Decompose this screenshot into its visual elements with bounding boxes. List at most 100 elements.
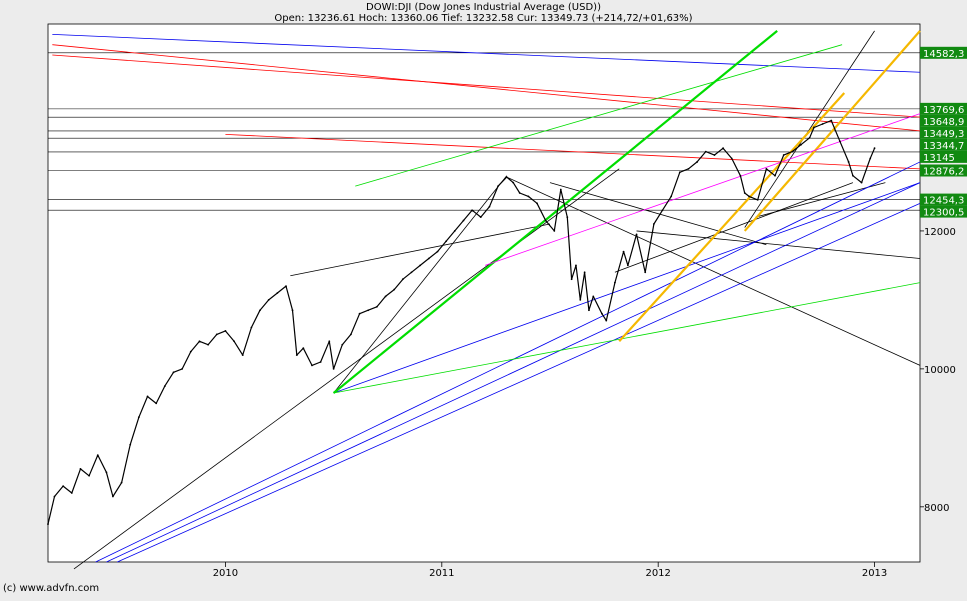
- price-point: [678, 171, 681, 174]
- price-point: [497, 185, 499, 187]
- trend-lines: [52, 30, 921, 570]
- price-point: [713, 154, 716, 156]
- price-point: [575, 264, 577, 267]
- x-tick-label: 2012: [645, 568, 670, 579]
- price-point: [427, 257, 430, 260]
- price-badge: 13145: [920, 150, 967, 164]
- trend-line: [549, 182, 767, 246]
- price-point: [319, 361, 322, 363]
- price-badges: 14582,3 13769,613648,913449,313344,713145…: [920, 46, 967, 219]
- price-badge: 13344,7: [920, 138, 967, 152]
- price-point: [295, 354, 298, 356]
- price-point: [813, 126, 815, 129]
- price-point: [748, 195, 750, 198]
- price-point: [311, 364, 313, 367]
- price-point: [743, 192, 746, 194]
- x-tick-label: 2013: [862, 568, 887, 579]
- price-point: [661, 209, 664, 212]
- price-badge: 12300,5: [920, 205, 967, 219]
- price-point: [518, 192, 521, 194]
- trend-line: [755, 182, 886, 218]
- price-point: [241, 354, 244, 356]
- price-badge: 14582,3: [920, 46, 967, 60]
- price-badge-bg: [920, 150, 967, 163]
- price-point: [505, 176, 508, 179]
- price-point: [830, 119, 833, 122]
- price-point: [88, 474, 91, 477]
- price-point: [730, 157, 733, 160]
- price-point: [626, 264, 629, 267]
- price-badge-label: 12454,3: [923, 196, 964, 207]
- trend-line: [636, 230, 921, 259]
- price-point: [155, 402, 158, 405]
- price-point: [652, 223, 655, 225]
- price-point: [512, 181, 515, 184]
- price-badge-label: 13344,7: [923, 141, 964, 152]
- trend-line: [744, 30, 875, 228]
- price-point: [453, 230, 456, 232]
- price-badge-label: 14582,3: [923, 49, 964, 60]
- price-point: [570, 278, 573, 281]
- price-point: [791, 150, 794, 153]
- trend-line: [117, 202, 921, 563]
- price-point: [622, 250, 625, 253]
- price-point: [302, 347, 305, 350]
- axis-ticks: 2010 2011 2012 2013 8000 10000 12000: [213, 227, 956, 579]
- price-point: [436, 250, 439, 253]
- trend-line: [52, 44, 921, 132]
- trend-line: [333, 282, 921, 394]
- price-point: [800, 143, 802, 146]
- price-badge-label: 13449,3: [923, 129, 964, 140]
- price-series: [47, 119, 876, 525]
- price-point: [146, 395, 149, 398]
- price-point: [358, 312, 361, 315]
- quote-line: Open: 13236.61 Hoch: 13360.06 Tief: 1323…: [274, 13, 693, 24]
- price-point: [259, 309, 261, 312]
- price-point: [687, 167, 690, 170]
- price-point: [536, 202, 538, 205]
- price-badge-label: 13145: [923, 153, 955, 164]
- price-point: [739, 174, 742, 177]
- trend-line: [506, 176, 921, 366]
- price-point: [583, 271, 586, 274]
- level-lines: [48, 52, 920, 211]
- plot-area: [47, 23, 921, 563]
- price-point: [821, 123, 824, 125]
- price-point: [670, 195, 673, 198]
- trend-line: [618, 92, 846, 343]
- price-point: [774, 174, 776, 177]
- price-badge-label: 12300,5: [923, 208, 964, 219]
- trend-line: [484, 113, 921, 266]
- price-point: [79, 467, 82, 470]
- price-point: [120, 481, 123, 484]
- price-point: [782, 154, 785, 156]
- trend-line: [290, 223, 551, 277]
- price-point: [181, 367, 184, 370]
- price-point: [129, 443, 132, 446]
- trend-line: [73, 168, 620, 570]
- price-point: [393, 288, 396, 291]
- price-point: [873, 147, 876, 150]
- price-point: [70, 492, 73, 494]
- price-point: [291, 309, 294, 312]
- price-badge-label: 13769,6: [923, 105, 964, 116]
- price-badge: 13449,3: [920, 126, 967, 140]
- price-badge: 12876,2: [920, 164, 967, 177]
- price-badge-label: 12876,2: [923, 166, 964, 177]
- price-point: [605, 319, 608, 322]
- price-point: [765, 167, 768, 170]
- price-point: [579, 298, 582, 301]
- price-badge-bg: [920, 138, 967, 151]
- trend-line: [95, 161, 921, 563]
- price-point: [601, 312, 603, 315]
- price-point: [233, 340, 235, 343]
- price-badge-bg: [920, 126, 967, 139]
- trend-line: [106, 182, 921, 563]
- price-point: [105, 471, 108, 474]
- price-point: [367, 309, 370, 312]
- price-point: [96, 454, 99, 456]
- price-point: [479, 216, 482, 219]
- trend-line: [614, 182, 854, 273]
- price-point: [215, 333, 218, 336]
- price-point: [588, 309, 590, 312]
